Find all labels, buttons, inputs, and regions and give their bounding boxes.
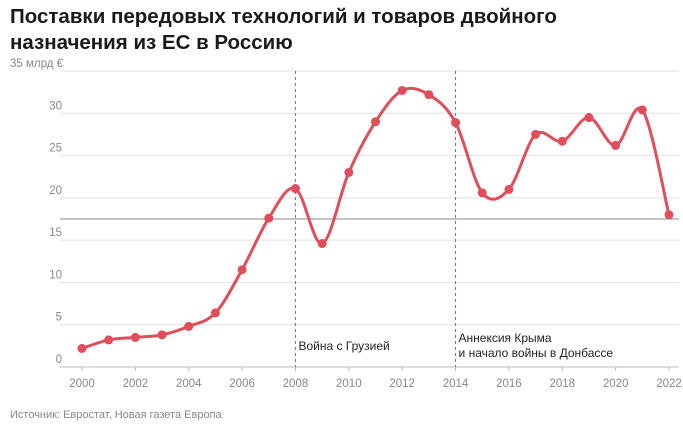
data-point (424, 90, 434, 100)
data-point (371, 117, 380, 127)
data-point (130, 332, 140, 342)
x-tick-label: 2022 (656, 378, 682, 390)
y-tick-label: 15 (49, 227, 62, 239)
x-tick-label: 2012 (389, 378, 415, 390)
x-tick-label: 2014 (443, 378, 469, 390)
chart-title-line-1: Поставки передовых технологий и товаров … (10, 5, 557, 28)
y-tick-label: 10 (49, 269, 62, 281)
data-point (317, 239, 327, 249)
source-note: Источник: Евростат, Новая газета Европа (10, 409, 222, 421)
data-point (664, 210, 674, 220)
data-point (210, 308, 220, 318)
event-label: Аннексия Крыма (459, 331, 552, 345)
data-point (637, 105, 647, 115)
data-point (584, 113, 594, 123)
data-point (290, 184, 300, 194)
y-tick-label: 0 (56, 354, 62, 366)
y-tick-label: 30 (49, 100, 62, 112)
x-tick-label: 2000 (69, 378, 95, 390)
data-point (157, 330, 167, 340)
series-line (80, 86, 671, 350)
data-point (184, 321, 194, 331)
data-point (397, 85, 407, 95)
data-point (237, 265, 247, 275)
data-point (504, 184, 514, 194)
data-point (344, 167, 354, 177)
data-point (557, 136, 567, 146)
data-point (104, 335, 114, 345)
data-point (264, 213, 274, 223)
x-tick-label: 2010 (336, 378, 362, 390)
x-tick-label: 2006 (229, 378, 255, 390)
data-point (531, 129, 541, 139)
chart-title: Поставки передовых технологий и товаров … (10, 4, 670, 56)
data-point (451, 118, 461, 128)
x-tick-label: 2002 (123, 378, 149, 390)
y-tick-label: 35 млрд € (10, 58, 64, 70)
data-point (611, 140, 621, 150)
data-point (77, 343, 87, 353)
x-tick-label: 2004 (176, 378, 202, 390)
event-label: и начало войны в Донбассе (459, 346, 614, 360)
y-tick-label: 5 (56, 312, 62, 324)
x-tick-label: 2008 (283, 378, 309, 390)
y-tick-label: 20 (49, 185, 62, 197)
x-tick-label: 2016 (496, 378, 522, 390)
event-label: Война с Грузией (298, 339, 389, 353)
x-tick-label: 2020 (603, 378, 629, 390)
data-point (477, 188, 487, 198)
chart-title-line-2: назначения из ЕС в Россию (10, 31, 293, 54)
x-tick-label: 2018 (549, 378, 575, 390)
y-tick-label: 25 (49, 143, 62, 155)
